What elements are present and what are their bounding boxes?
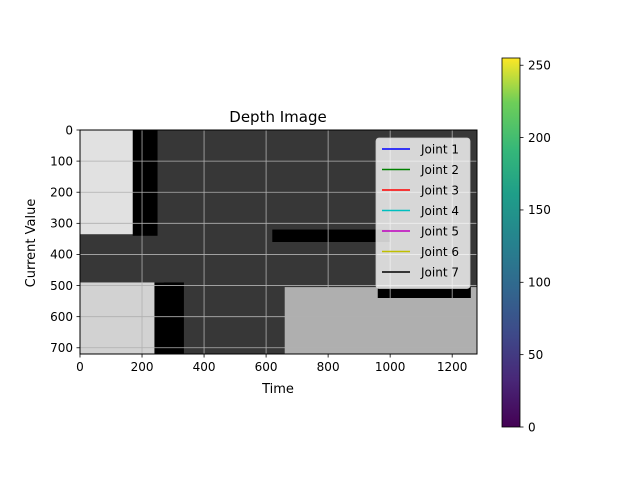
region-dark-band-middle: [272, 229, 391, 242]
colorbar-ticks: 0 50 100 150 200 250: [520, 59, 551, 434]
x-tick-label-400: 400: [193, 360, 216, 374]
y-axis-ticks: 0 100 200 300 400 500 600 700: [50, 123, 80, 355]
legend-label-2: Joint 2: [420, 163, 459, 177]
colorbar-tick-label-150: 150: [528, 203, 551, 217]
colorbar: [501, 57, 521, 428]
x-tick-label-600: 600: [255, 360, 278, 374]
legend-label-5: Joint 5: [420, 224, 459, 238]
plot-frame: [79, 129, 478, 355]
x-axis-ticks: 0 200 400 600 800 1000 1200: [76, 354, 467, 374]
y-axis-label: Current Value: [24, 199, 39, 288]
legend-label-7: Joint 7: [420, 265, 459, 279]
x-tick-label-200: 200: [131, 360, 154, 374]
region-dark-band-lower-right: [377, 287, 471, 298]
y-tick-label-600: 600: [50, 310, 73, 324]
colorbar-tick-label-50: 50: [528, 348, 543, 362]
y-tick-label-200: 200: [50, 186, 73, 200]
region-bright-top-left: [80, 130, 136, 235]
chart-title: Depth Image: [229, 108, 326, 126]
y-tick-label-0: 0: [65, 123, 73, 137]
legend-label-1: Joint 1: [420, 142, 459, 156]
x-tick-label-0: 0: [76, 360, 84, 374]
colorbar-tick-label-0: 0: [528, 420, 536, 434]
x-tick-label-1000: 1000: [375, 360, 406, 374]
y-tick-label-100: 100: [50, 154, 73, 168]
region-dark-strip-lower: [154, 282, 184, 354]
colorbar-tick-label-200: 200: [528, 131, 551, 145]
legend-label-6: Joint 6: [420, 245, 459, 259]
region-bright-bottom-left: [80, 282, 164, 354]
y-tick-label-400: 400: [50, 248, 73, 262]
y-tick-label-700: 700: [50, 341, 73, 355]
x-tick-label-800: 800: [317, 360, 340, 374]
colorbar-tick-label-250: 250: [528, 59, 551, 73]
x-axis-label: Time: [261, 382, 294, 397]
x-tick-label-1200: 1200: [437, 360, 468, 374]
legend-label-3: Joint 3: [420, 183, 459, 197]
region-bright-bottom-right: [284, 287, 477, 354]
y-tick-label-500: 500: [50, 279, 73, 293]
y-tick-label-300: 300: [50, 217, 73, 231]
colorbar-tick-label-100: 100: [528, 276, 551, 290]
region-dark-strip-upper: [132, 130, 158, 236]
legend: Joint 1 Joint 2 Joint 3 Joint 4 Joint 5 Joint…: [375, 137, 471, 289]
legend-label-4: Joint 4: [420, 204, 459, 218]
